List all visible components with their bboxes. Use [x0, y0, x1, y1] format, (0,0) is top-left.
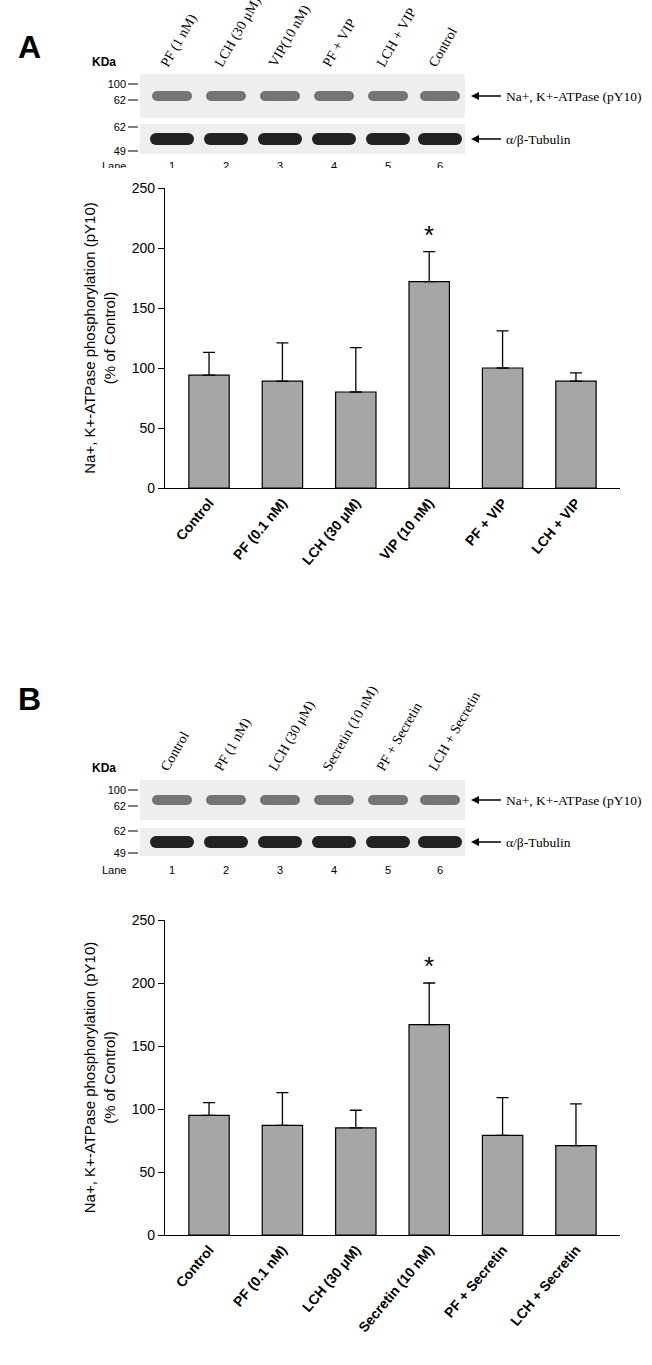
svg-text:2: 2	[223, 864, 229, 876]
svg-text:100: 100	[132, 1101, 156, 1117]
svg-text:PF (0.1 nM): PF (0.1 nM)	[230, 495, 290, 562]
svg-text:0: 0	[147, 1227, 155, 1243]
svg-text:*: *	[424, 951, 434, 981]
svg-text:Control: Control	[158, 729, 192, 774]
svg-text:LCH (30 μM): LCH (30 μM)	[299, 1242, 364, 1315]
svg-text:5: 5	[385, 160, 391, 172]
svg-text:Na+, K+-ATPase phosphorylation: Na+, K+-ATPase phosphorylation (pY10)(% …	[81, 942, 118, 1214]
svg-text:Control: Control	[426, 25, 460, 70]
svg-text:α/β-Tubulin: α/β-Tubulin	[506, 132, 571, 147]
svg-text:B: B	[18, 681, 41, 717]
svg-text:LCH + Secretin: LCH + Secretin	[426, 689, 483, 773]
svg-text:Secretin (10 nM): Secretin (10 nM)	[355, 1242, 437, 1335]
svg-text:Lane: Lane	[102, 864, 126, 876]
svg-text:LCH + VIP: LCH + VIP	[528, 495, 584, 557]
svg-text:Control: Control	[172, 495, 216, 543]
svg-text:49: 49	[114, 145, 126, 157]
svg-text:200: 200	[132, 975, 156, 991]
svg-text:6: 6	[437, 160, 443, 172]
svg-text:100: 100	[108, 784, 126, 796]
svg-text:62: 62	[114, 825, 126, 837]
svg-text:150: 150	[132, 300, 156, 316]
svg-text:1: 1	[169, 160, 175, 172]
svg-text:150: 150	[132, 1038, 156, 1054]
svg-text:Control: Control	[172, 1242, 216, 1290]
svg-text:α/β-Tubulin: α/β-Tubulin	[506, 835, 571, 850]
svg-text:LCH (30 μM): LCH (30 μM)	[266, 698, 319, 774]
svg-text:3: 3	[277, 864, 283, 876]
svg-text:4: 4	[331, 160, 337, 172]
svg-text:Secretin (10 nM): Secretin (10 nM)	[320, 683, 382, 774]
svg-text:100: 100	[132, 360, 156, 376]
svg-text:6: 6	[437, 864, 443, 876]
svg-text:VIP(10 nM): VIP(10 nM)	[266, 2, 314, 70]
svg-text:49: 49	[114, 847, 126, 859]
svg-text:200: 200	[132, 240, 156, 256]
svg-text:100: 100	[108, 78, 126, 90]
svg-text:*: *	[424, 220, 434, 250]
svg-text:1: 1	[169, 864, 175, 876]
svg-text:62: 62	[114, 800, 126, 812]
svg-text:LCH + Secretin: LCH + Secretin	[507, 1242, 584, 1329]
svg-text:A: A	[18, 29, 41, 65]
svg-text:Lane: Lane	[102, 160, 126, 172]
svg-text:4: 4	[331, 864, 337, 876]
svg-text:KDa: KDa	[92, 761, 116, 775]
svg-text:LCH (30 μM): LCH (30 μM)	[299, 495, 364, 568]
svg-text:PF + Secretin: PF + Secretin	[441, 1242, 511, 1321]
svg-text:LCH + VIP: LCH + VIP	[374, 5, 420, 69]
svg-text:Na+, K+-ATPase (pY10): Na+, K+-ATPase (pY10)	[506, 89, 642, 104]
svg-text:0: 0	[147, 480, 155, 496]
svg-text:PF (1 nM): PF (1 nM)	[212, 715, 255, 774]
svg-text:62: 62	[114, 94, 126, 106]
svg-text:VIP (10 nM): VIP (10 nM)	[376, 495, 437, 563]
svg-text:PF (1 nM): PF (1 nM)	[158, 11, 201, 70]
svg-text:PF + VIP: PF + VIP	[462, 495, 511, 549]
svg-text:250: 250	[132, 912, 156, 928]
svg-text:3: 3	[277, 160, 283, 172]
svg-text:2: 2	[223, 160, 229, 172]
svg-text:PF (0.1 nM): PF (0.1 nM)	[230, 1242, 290, 1309]
svg-text:PF + VIP: PF + VIP	[320, 16, 359, 69]
svg-text:Na+, K+-ATPase (pY10): Na+, K+-ATPase (pY10)	[506, 793, 642, 808]
svg-text:250: 250	[132, 180, 156, 196]
svg-text:Na+, K+-ATPase phosphorylation: Na+, K+-ATPase phosphorylation (pY10)(% …	[81, 202, 118, 474]
svg-text:62: 62	[114, 121, 126, 133]
svg-text:PF + Secretin: PF + Secretin	[374, 700, 425, 774]
svg-text:50: 50	[139, 420, 155, 436]
svg-text:LCH (30 μM): LCH (30 μM)	[212, 0, 265, 70]
svg-text:5: 5	[385, 864, 391, 876]
svg-text:KDa: KDa	[92, 55, 116, 69]
svg-text:50: 50	[139, 1164, 155, 1180]
